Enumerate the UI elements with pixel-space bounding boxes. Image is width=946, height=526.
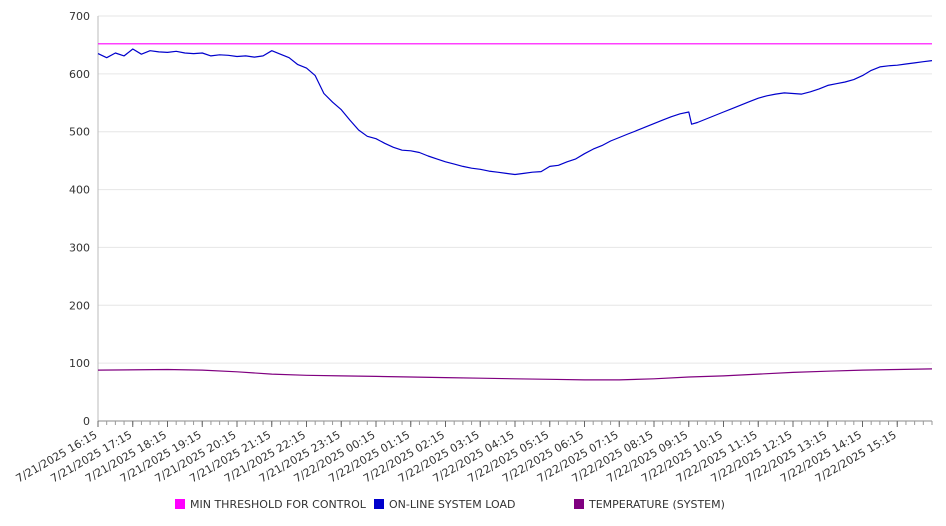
y-tick-label: 200 [69,299,90,312]
legend-label-system-load: ON-LINE SYSTEM LOAD [389,498,516,511]
legend-item-temperature[interactable]: TEMPERATURE (SYSTEM) [574,497,725,513]
legend-swatch-system-load [374,499,384,509]
series-lines [97,43,933,381]
legend-item-min-threshold[interactable]: MIN THRESHOLD FOR CONTROL [175,497,366,513]
legend-label-min-threshold: MIN THRESHOLD FOR CONTROL [190,498,366,511]
legend-swatch-temperature [574,499,584,509]
y-tick-label: 100 [69,357,90,370]
temperature-line [97,368,933,381]
legend-swatch-min-threshold [175,499,185,509]
legend: MIN THRESHOLD FOR CONTROL ON-LINE SYSTEM… [0,497,946,515]
gridlines [98,15,932,364]
y-tick-label: 600 [69,68,90,81]
y-tick-labels: 0 100 200 300 400 500 600 700 [69,10,90,428]
y-tick-label: 300 [69,241,90,254]
axes [97,16,933,427]
x-tick-labels: 7/21/2025 16:157/21/2025 17:157/21/2025 … [14,428,899,485]
y-tick-label: 400 [69,184,90,197]
legend-label-temperature: TEMPERATURE (SYSTEM) [589,498,725,511]
y-tick-label: 0 [83,415,90,428]
y-tick-label: 500 [69,126,90,139]
legend-item-system-load[interactable]: ON-LINE SYSTEM LOAD [374,497,515,513]
y-tick-label: 700 [69,10,90,23]
system-load-line [97,48,933,176]
